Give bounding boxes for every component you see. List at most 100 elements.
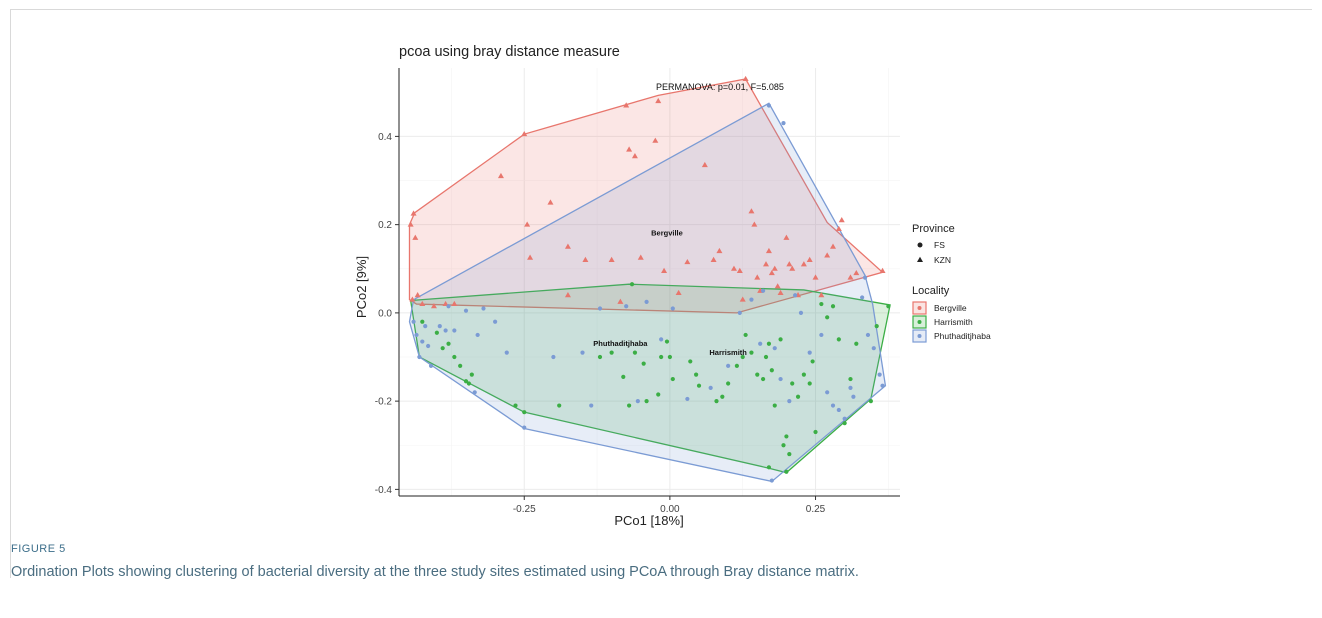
- point-phuthaditjhaba: [708, 385, 713, 390]
- point-phuthaditjhaba: [437, 324, 442, 329]
- point-bergville: [774, 283, 781, 289]
- point-harrismith: [790, 381, 795, 386]
- legend-locality-items: Bergville Harrismith Phuthaditjhaba: [912, 301, 991, 343]
- label-phuthaditjhaba: Phuthaditjhaba: [593, 339, 648, 348]
- y-tick-label: 0.0: [378, 308, 392, 319]
- point-phuthaditjhaba: [848, 385, 853, 390]
- point-phuthaditjhaba: [589, 403, 594, 408]
- point-harrismith: [670, 376, 675, 382]
- point-phuthaditjhaba: [778, 376, 783, 382]
- point-bergville: [675, 289, 682, 296]
- chart-grid: [399, 68, 900, 496]
- point-bergville: [407, 221, 414, 227]
- point-harrismith: [446, 341, 451, 346]
- point-harrismith: [466, 381, 472, 386]
- point-bergville: [800, 261, 807, 267]
- point-harrismith: [836, 337, 841, 342]
- point-bergville: [853, 269, 860, 276]
- point-harrismith: [743, 332, 748, 338]
- point-phuthaditjhaba: [411, 319, 416, 324]
- point-phuthaditjhaba: [452, 328, 457, 333]
- point-harrismith: [807, 381, 812, 386]
- point-harrismith: [513, 403, 518, 408]
- point-harrismith: [714, 399, 719, 404]
- chart-legend: Province FS KZN Locality Bergville Harris…: [912, 223, 991, 343]
- point-phuthaditjhaba: [426, 343, 431, 349]
- point-phuthaditjhaba: [504, 350, 509, 355]
- x-tick-label: -0.25: [513, 504, 536, 515]
- point-phuthaditjhaba: [414, 332, 419, 338]
- point-phuthaditjhaba: [793, 293, 798, 298]
- point-phuthaditjhaba: [871, 346, 876, 351]
- point-bergville: [451, 300, 458, 307]
- point-phuthaditjhaba: [842, 416, 847, 421]
- point-harrismith: [609, 350, 614, 355]
- point-bergville: [701, 161, 708, 168]
- point-harrismith: [854, 341, 859, 346]
- point-phuthaditjhaba: [551, 354, 556, 360]
- point-bergville: [783, 234, 790, 240]
- x-tick-label: 0.00: [660, 504, 680, 515]
- point-bergville: [414, 292, 421, 298]
- point-phuthaditjhaba: [760, 288, 766, 293]
- point-harrismith: [434, 330, 439, 335]
- point-bergville: [786, 261, 793, 267]
- point-bergville: [547, 199, 554, 205]
- point-harrismith: [726, 381, 731, 386]
- point-harrismith: [740, 354, 745, 360]
- point-phuthaditjhaba: [597, 306, 603, 311]
- point-phuthaditjhaba: [749, 297, 754, 302]
- point-phuthaditjhaba: [726, 363, 731, 368]
- legend-province-title: Province: [912, 223, 955, 235]
- point-phuthaditjhaba: [830, 403, 836, 408]
- point-harrismith: [755, 372, 760, 377]
- point-phuthaditjhaba: [443, 328, 448, 333]
- point-harrismith: [766, 465, 772, 470]
- point-harrismith: [458, 363, 463, 368]
- point-harrismith: [696, 383, 702, 388]
- point-phuthaditjhaba: [635, 399, 640, 404]
- y-tick-label: -0.4: [375, 485, 393, 496]
- point-bergville: [838, 217, 845, 223]
- chart-title: pcoa using bray distance measure: [399, 44, 620, 60]
- point-phuthaditjhaba: [522, 425, 527, 430]
- point-harrismith: [769, 368, 774, 373]
- y-axis-label: PCo2 [9%]: [354, 256, 369, 318]
- point-bergville: [631, 153, 638, 159]
- legend-locality-title: Locality: [912, 285, 950, 297]
- point-harrismith: [801, 372, 806, 377]
- point-phuthaditjhaba: [659, 337, 664, 342]
- point-phuthaditjhaba: [766, 103, 772, 108]
- point-phuthaditjhaba: [446, 304, 451, 309]
- point-harrismith: [868, 399, 873, 404]
- point-harrismith: [810, 359, 815, 364]
- point-phuthaditjhaba: [493, 319, 498, 324]
- point-bergville: [419, 300, 426, 307]
- point-phuthaditjhaba: [772, 346, 777, 351]
- data-points: [407, 75, 891, 483]
- point-phuthaditjhaba: [860, 295, 865, 300]
- point-bergville: [835, 225, 842, 232]
- point-harrismith: [664, 339, 670, 344]
- point-bergville: [806, 256, 813, 262]
- point-harrismith: [597, 354, 603, 360]
- point-bergville: [716, 247, 723, 254]
- point-bergville: [409, 296, 416, 302]
- y-tick-label: 0.2: [378, 220, 392, 231]
- point-bergville: [684, 258, 691, 265]
- point-bergville: [710, 256, 717, 262]
- point-harrismith: [656, 392, 661, 397]
- point-bergville: [739, 296, 746, 302]
- legend-kzn-triangle-icon: [917, 256, 923, 262]
- point-harrismith: [440, 346, 445, 351]
- point-bergville: [763, 261, 770, 267]
- point-bergville: [637, 254, 644, 260]
- point-phuthaditjhaba: [644, 299, 649, 304]
- point-bergville: [879, 267, 886, 273]
- point-bergville: [818, 292, 825, 298]
- pcoa-scatter-chart: Bergville Harrismith Phuthaditjhaba -0.25 0…: [354, 44, 991, 528]
- label-bergville: Bergville: [651, 229, 683, 238]
- point-bergville: [830, 243, 837, 249]
- point-phuthaditjhaba: [851, 394, 856, 399]
- point-phuthaditjhaba: [798, 310, 804, 315]
